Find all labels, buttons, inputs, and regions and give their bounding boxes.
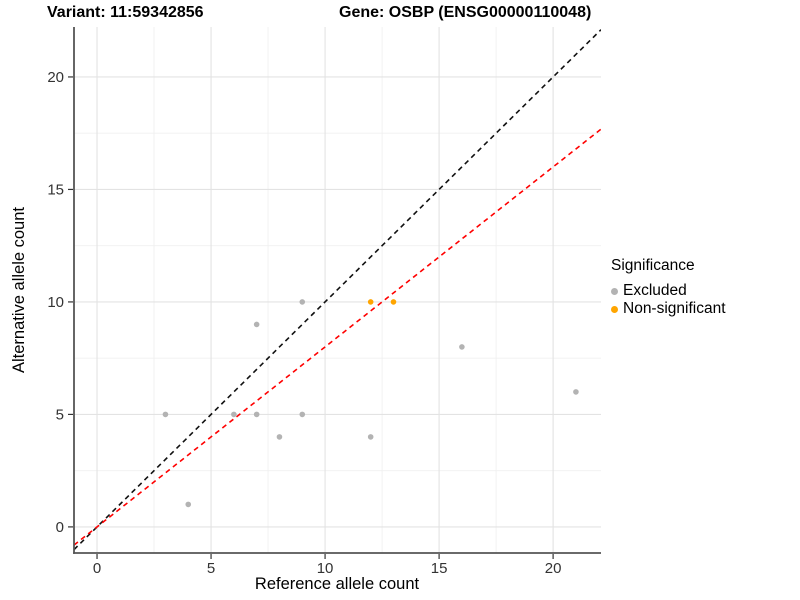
legend-item-non-significant: Non-significant: [611, 300, 726, 318]
identity-line: [74, 29, 601, 551]
data-point-excluded: [299, 411, 306, 418]
data-point-excluded: [253, 321, 260, 328]
legend-item-non-significant-label: Non-significant: [623, 300, 726, 317]
x-tick-label: 10: [317, 560, 334, 577]
legend-item-excluded-label: Excluded: [623, 282, 687, 299]
x-tick-label: 5: [207, 560, 215, 577]
regression-line: [74, 128, 601, 546]
y-axis-title: Alternative allele count: [10, 207, 28, 374]
data-point-excluded: [367, 434, 374, 440]
data-point-excluded: [231, 411, 237, 418]
y-tick-label: 15: [47, 181, 64, 198]
x-tick-label: 20: [545, 560, 562, 577]
data-point-excluded: [459, 344, 465, 350]
excluded-dot-icon: [611, 287, 618, 295]
data-point-excluded: [276, 434, 283, 440]
non-significant-dot-icon: [611, 305, 618, 313]
data-point-non-significant: [390, 299, 397, 305]
legend: Significance Excluded Non-significant: [611, 257, 726, 318]
x-tick-label: 15: [431, 560, 448, 577]
data-point-excluded: [573, 389, 579, 395]
y-tick-label: 5: [56, 406, 64, 423]
y-tick-label: 10: [47, 294, 64, 311]
data-point-non-significant: [367, 299, 374, 305]
data-point-excluded: [162, 411, 169, 418]
legend-item-excluded: Excluded: [611, 282, 726, 300]
x-axis-title: Reference allele count: [254, 575, 420, 593]
data-point-excluded: [185, 501, 192, 508]
x-tick-label: 0: [93, 560, 101, 577]
plot-title-variant: Variant: 11:59342856: [47, 4, 204, 21]
data-point-excluded: [299, 299, 306, 305]
legend-title: Significance: [611, 257, 695, 274]
data-point-excluded: [253, 411, 260, 418]
y-tick-label: 20: [47, 69, 64, 86]
plot-title-gene: Gene: OSBP (ENSG00000110048): [339, 4, 592, 21]
y-tick-label: 0: [56, 519, 64, 536]
